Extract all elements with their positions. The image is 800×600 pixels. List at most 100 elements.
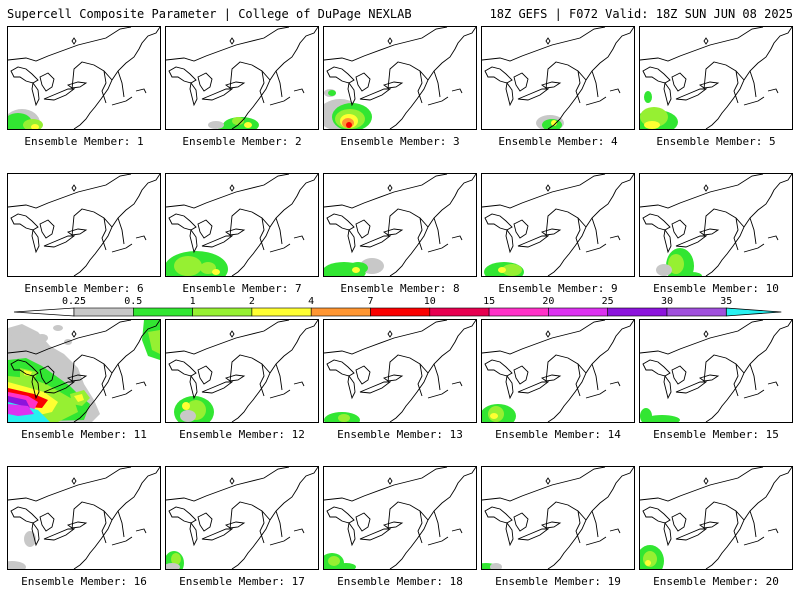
scp-field	[324, 258, 384, 276]
colorbar-swatch	[192, 307, 253, 317]
scp-contour-fill	[645, 560, 651, 566]
scp-contour-fill	[668, 254, 684, 274]
boundary-line	[387, 61, 429, 90]
scp-field	[324, 412, 360, 422]
boundary-line	[67, 521, 88, 529]
scp-contour-fill	[328, 90, 336, 96]
boundary-line	[663, 81, 672, 107]
boundary-line	[433, 510, 441, 538]
boundary-line	[324, 27, 476, 129]
boundary-line	[484, 506, 513, 524]
basemap-outlines	[640, 27, 792, 129]
boundary-line	[71, 501, 113, 530]
scp-field	[482, 404, 516, 422]
boundary-line	[575, 70, 581, 104]
boundary-line	[71, 208, 113, 237]
boundary-line	[10, 359, 39, 377]
scp-contour-fill	[682, 272, 702, 276]
boundary-line	[482, 174, 634, 276]
boundary-line	[355, 512, 371, 532]
boundary-line	[749, 363, 757, 391]
boundary-line	[545, 208, 587, 237]
boundary-line	[699, 228, 720, 236]
boundary-line	[383, 521, 404, 529]
scp-field	[640, 91, 678, 129]
boundary-line	[585, 381, 621, 399]
boundary-line	[111, 381, 147, 399]
boundary-line	[168, 66, 197, 84]
boundary-line	[517, 88, 550, 101]
ensemble-member-map	[165, 319, 319, 423]
boundary-line	[640, 174, 792, 276]
scp-contour-fill	[644, 415, 680, 422]
boundary-line	[355, 219, 371, 239]
boundary-line	[482, 320, 634, 422]
boundary-line	[591, 363, 599, 391]
ensemble-member-label: Ensemble Member: 18	[337, 575, 463, 588]
scp-contour-fill	[208, 121, 224, 129]
ensemble-member-label: Ensemble Member: 4	[498, 135, 618, 148]
boundary-line	[675, 381, 708, 394]
boundary-line	[541, 521, 562, 529]
boundary-line	[101, 217, 107, 251]
ensemble-member-map	[165, 26, 319, 130]
colorbar-tick-label: 7	[367, 296, 374, 307]
boundary-line	[275, 510, 283, 538]
boundary-line	[541, 81, 562, 89]
scp-field	[208, 117, 259, 129]
boundary-line	[67, 374, 88, 382]
boundary-line	[189, 81, 198, 107]
ensemble-member-label: Ensemble Member: 11	[21, 428, 147, 441]
scp-contour-fill	[53, 325, 63, 331]
scp-contour-fill	[36, 334, 48, 342]
boundary-line	[575, 217, 581, 251]
member-map-plot	[640, 467, 792, 569]
boundary-line	[675, 88, 708, 101]
boundary-line	[201, 528, 234, 541]
scp-field	[166, 251, 228, 276]
scp-field	[8, 320, 160, 422]
boundary-line	[259, 217, 265, 251]
basemap-outlines	[166, 174, 318, 276]
ensemble-member-label: Ensemble Member: 13	[337, 428, 463, 441]
boundary-line	[189, 228, 198, 254]
ensemble-member-label: Ensemble Member: 10	[653, 282, 779, 295]
scp-contour-fill	[212, 269, 220, 275]
ensemble-member-label: Ensemble Member: 9	[498, 282, 618, 295]
ensemble-member-label: Ensemble Member: 2	[182, 135, 302, 148]
boundary-line	[201, 88, 234, 101]
boundary-line	[197, 365, 213, 385]
ensemble-member-map	[165, 466, 319, 570]
boundary-line	[703, 354, 745, 383]
member-map-plot	[482, 467, 634, 569]
ensemble-member-map	[165, 173, 319, 277]
scp-field	[8, 531, 36, 569]
boundary-line	[417, 217, 423, 251]
boundary-line	[326, 66, 355, 84]
boundary-line	[229, 61, 271, 90]
boundary-line	[505, 228, 514, 254]
member-map-plot	[482, 27, 634, 129]
boundary-line	[275, 70, 283, 98]
member-map-plot	[640, 320, 792, 422]
boundary-line	[433, 217, 441, 245]
colorbar-swatch	[370, 307, 431, 317]
ensemble-member-label: Ensemble Member: 16	[21, 575, 147, 588]
boundary-line	[671, 72, 687, 92]
boundary-line	[197, 512, 213, 532]
boundary-line	[545, 354, 587, 383]
basemap-outlines	[8, 320, 160, 422]
boundary-line	[71, 184, 77, 192]
colorbar-swatch	[73, 307, 134, 317]
colorbar-tick-label: 30	[660, 296, 674, 307]
ensemble-member-label: Ensemble Member: 5	[656, 135, 776, 148]
ensemble-member-label: Ensemble Member: 20	[653, 575, 779, 588]
scp-field	[174, 396, 214, 422]
boundary-line	[168, 506, 197, 524]
boundary-line	[275, 217, 283, 245]
scp-contour-fill	[346, 122, 352, 128]
boundary-line	[663, 374, 672, 400]
colorbar-tick-label: 35	[720, 296, 733, 307]
boundary-line	[417, 70, 423, 104]
colorbar-swatch	[251, 307, 312, 317]
